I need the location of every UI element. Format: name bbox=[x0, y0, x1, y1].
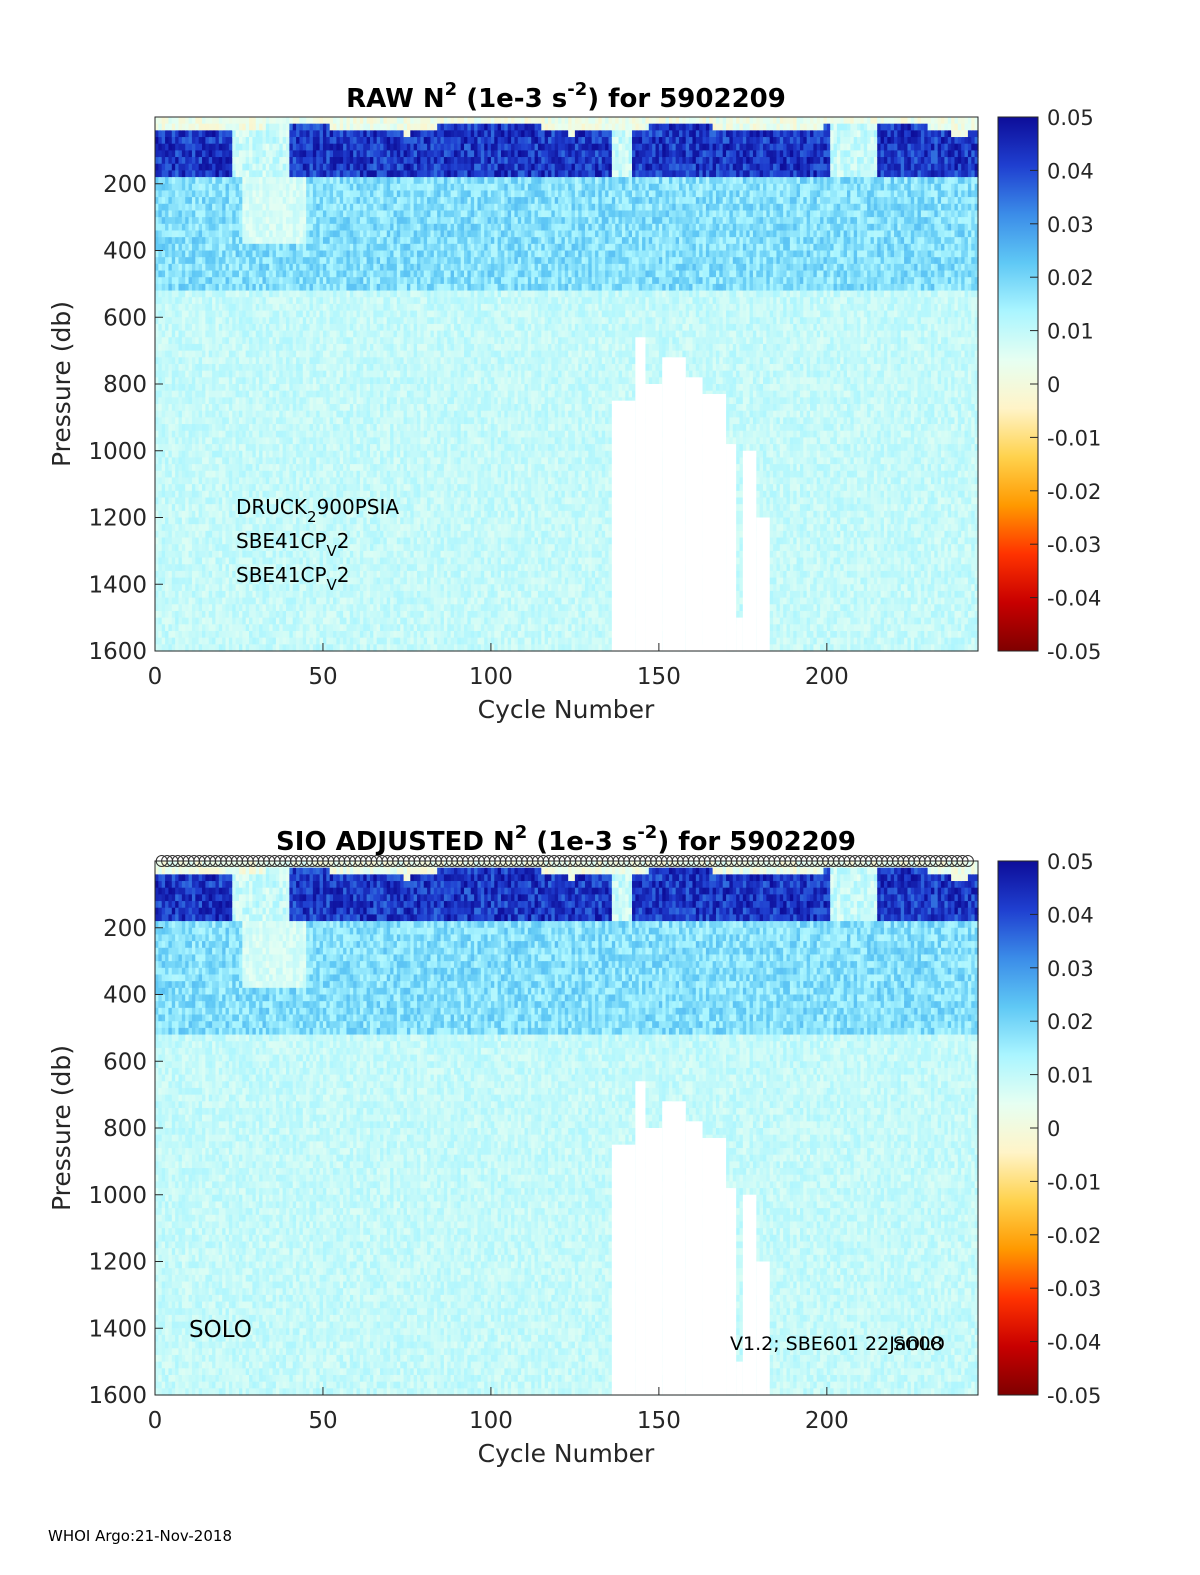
raw-n2-panel: RAW N2 (1e-3 s-2) for 5902209 0 50 100 150 2… bbox=[47, 79, 1101, 724]
raw-plot-title: RAW N2 (1e-3 s-2) for 5902209 bbox=[346, 79, 786, 114]
